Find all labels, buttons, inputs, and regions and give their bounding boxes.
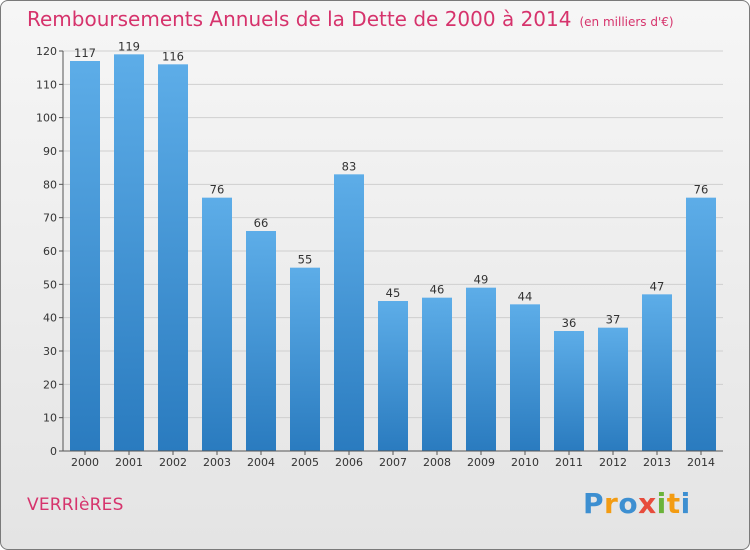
bar: [422, 297, 452, 451]
bar: [158, 64, 188, 452]
y-tick-label: 10: [43, 412, 57, 425]
y-tick-label: 100: [36, 112, 57, 125]
logo-letter: r: [604, 487, 619, 520]
x-tick-label: 2006: [335, 456, 363, 469]
bar: [466, 287, 496, 451]
x-tick-label: 2013: [643, 456, 671, 469]
bar-value-labels: 117 119 116 76 66 55 83 45 46 49 44 36 37 47 76: [74, 39, 708, 330]
x-tick-label: 2004: [247, 456, 275, 469]
y-tick-label: 110: [36, 78, 57, 91]
bar-value-label: 49: [474, 273, 489, 287]
y-tick-label: 50: [43, 278, 57, 291]
bar: [202, 197, 232, 451]
x-tick-label: 2005: [291, 456, 319, 469]
x-tick-label: 2012: [599, 456, 627, 469]
x-tick-label: 2008: [423, 456, 451, 469]
y-tick-label: 60: [43, 245, 57, 258]
y-tick-label: 90: [43, 145, 57, 158]
y-tick-label: 30: [43, 345, 57, 358]
logo-letter: x: [638, 487, 657, 520]
y-tick-label: 120: [36, 45, 57, 58]
bar-value-label: 83: [342, 159, 357, 173]
bar-value-label: 66: [254, 216, 269, 230]
x-tick-label: 2011: [555, 456, 583, 469]
logo-letter: t: [666, 487, 681, 520]
bar-value-label: 76: [210, 183, 225, 197]
logo-letter: i: [656, 487, 667, 520]
y-tick-label: 0: [50, 445, 57, 458]
x-tick-label: 2003: [203, 456, 231, 469]
bar: [642, 294, 672, 451]
bar-value-label: 45: [386, 286, 401, 300]
bar-value-label: 46: [430, 283, 445, 297]
bar: [290, 267, 320, 451]
x-tick-label: 2002: [159, 456, 187, 469]
chart-title: Remboursements Annuels de la Dette de 20…: [27, 7, 674, 31]
bar-value-label: 76: [694, 183, 709, 197]
bar: [114, 54, 144, 451]
bar: [378, 301, 408, 451]
bar-value-label: 47: [650, 279, 665, 293]
bar: [598, 327, 628, 451]
y-tick-label: 80: [43, 178, 57, 191]
bar: [70, 61, 100, 451]
logo-letter: P: [583, 487, 605, 520]
bar: [334, 174, 364, 452]
x-tick-label: 2010: [511, 456, 539, 469]
axes: 0 10 20 30 40 50 60 70 80 90 100 110 120 2000 2001 2002…: [36, 45, 723, 469]
bars: [70, 54, 716, 452]
x-tick-label: 2009: [467, 456, 495, 469]
bar-value-label: 37: [606, 313, 621, 327]
x-tick-label: 2007: [379, 456, 407, 469]
bar-value-label: 55: [298, 253, 313, 267]
proxiti-logo: Proxiti: [583, 487, 691, 520]
y-tick-label: 70: [43, 212, 57, 225]
x-tick-label: 2014: [687, 456, 715, 469]
bar-value-label: 119: [118, 39, 140, 53]
chart-title-main: Remboursements Annuels de la Dette de 20…: [27, 7, 572, 31]
bar: [246, 231, 276, 451]
bar-value-label: 36: [562, 316, 577, 330]
y-tick-label: 20: [43, 378, 57, 391]
logo-letter: i: [680, 487, 691, 520]
bar-value-label: 116: [162, 49, 184, 63]
x-tick-label: 2000: [71, 456, 99, 469]
bar-value-label: 117: [74, 46, 96, 60]
bar: [510, 304, 540, 451]
bar: [686, 197, 716, 451]
chart-title-unit: (en milliers d'€): [579, 15, 674, 29]
bar: [554, 331, 584, 451]
logo-letter: o: [618, 487, 639, 520]
x-tick-label: 2001: [115, 456, 143, 469]
bar-value-label: 44: [518, 289, 533, 303]
commune-name: VERRIèRES: [27, 495, 124, 515]
y-tick-label: 40: [43, 312, 57, 325]
